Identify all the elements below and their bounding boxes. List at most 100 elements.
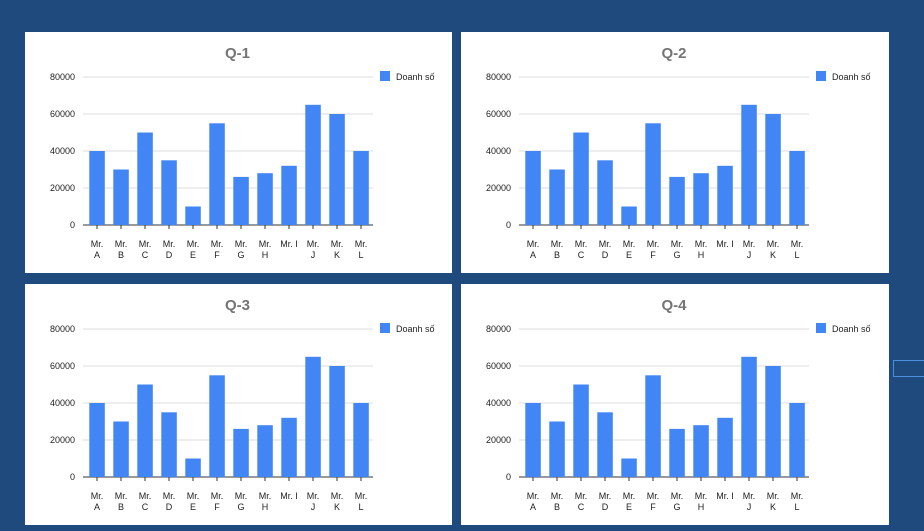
bar-mrg[interactable]: [233, 176, 249, 225]
legend[interactable]: Doanh số: [380, 323, 435, 334]
x-tick-label: Mr. J: [743, 239, 756, 260]
y-tick-label: 20000: [50, 183, 75, 193]
bar-mrj[interactable]: [305, 356, 321, 478]
bar-mre[interactable]: [185, 206, 201, 226]
y-tick-label: 60000: [486, 361, 511, 371]
y-tick-label: 40000: [50, 398, 75, 408]
bar-mri[interactable]: [717, 417, 733, 477]
x-tick-label: Mr. H: [259, 491, 272, 512]
bar-mra[interactable]: [525, 151, 541, 225]
bar-mra[interactable]: [89, 151, 105, 225]
bar-mra[interactable]: [525, 403, 541, 477]
x-tick-label: Mr. F: [211, 239, 224, 260]
bar-mrj[interactable]: [741, 356, 757, 478]
x-tick-label: Mr. A: [527, 491, 540, 512]
y-tick-label: 20000: [486, 183, 511, 193]
chart-panel-q2[interactable]: Q-2 0 20000 40000 60000 80000 Mr. A Mr. B Mr. C Mr. D…: [461, 32, 889, 273]
x-tick-label: Mr. J: [743, 491, 756, 512]
bar-mrk[interactable]: [765, 114, 781, 225]
bar-mrg[interactable]: [233, 428, 249, 477]
bar-mrl[interactable]: [353, 151, 369, 225]
x-tick-label: Mr. D: [599, 239, 612, 260]
bar-mrl[interactable]: [789, 403, 805, 477]
legend-swatch: [816, 71, 826, 81]
bar-mrj[interactable]: [741, 104, 757, 226]
bar-mrc[interactable]: [573, 132, 589, 226]
x-tick-label: Mr. D: [163, 491, 176, 512]
chart-title: Q-1: [225, 45, 250, 62]
legend[interactable]: Doanh số: [380, 71, 435, 82]
bar-mrj[interactable]: [305, 104, 321, 226]
bar-mrd[interactable]: [597, 160, 613, 226]
bar-mrb[interactable]: [113, 169, 129, 226]
bar-mrh[interactable]: [257, 173, 273, 225]
x-tick-label: Mr. C: [575, 491, 588, 512]
bar-mri[interactable]: [281, 165, 297, 225]
y-tick-label: 20000: [486, 435, 511, 445]
x-tick-label: Mr. K: [767, 239, 780, 260]
bar-mrh[interactable]: [693, 173, 709, 225]
bar-mrh[interactable]: [257, 425, 273, 477]
bar-mre[interactable]: [185, 458, 201, 478]
x-tick-label: Mr. B: [551, 491, 564, 512]
x-tick-label: Mr. D: [599, 491, 612, 512]
bar-mrc[interactable]: [137, 132, 153, 226]
bar-mrd[interactable]: [161, 412, 177, 478]
y-tick-label: 40000: [486, 146, 511, 156]
bar-mre[interactable]: [621, 206, 637, 226]
legend[interactable]: Doanh số: [816, 71, 871, 82]
x-tick-label: Mr. K: [767, 491, 780, 512]
bar-mrf[interactable]: [645, 375, 661, 478]
bar-mri[interactable]: [717, 165, 733, 225]
legend-label: Doanh số: [396, 324, 435, 334]
x-tick-label: Mr. H: [695, 491, 708, 512]
legend-swatch: [816, 323, 826, 333]
bar-mre[interactable]: [621, 458, 637, 478]
x-tick-label: Mr. H: [259, 239, 272, 260]
chart-panel-q3[interactable]: Q-3 0 20000 40000 60000 80000 Mr. A Mr. B Mr. C Mr. D…: [25, 284, 452, 525]
legend[interactable]: Doanh số: [816, 323, 871, 334]
y-tick-label: 60000: [50, 361, 75, 371]
bar-mrl[interactable]: [789, 151, 805, 225]
y-tick-label: 80000: [50, 324, 75, 334]
bar-mrd[interactable]: [161, 160, 177, 226]
x-tick-label: Mr. L: [791, 239, 804, 260]
bar-mrb[interactable]: [113, 421, 129, 478]
legend-swatch: [380, 323, 390, 333]
bar-mrc[interactable]: [137, 384, 153, 478]
x-tick-label: Mr. G: [235, 239, 248, 260]
x-tick-label: Mr. C: [139, 491, 152, 512]
y-tick-label: 60000: [50, 109, 75, 119]
x-tick-label: Mr. I: [280, 491, 298, 501]
bar-mrb[interactable]: [549, 421, 565, 478]
bar-mrg[interactable]: [669, 176, 685, 225]
bar-mrg[interactable]: [669, 428, 685, 477]
x-tick-label: Mr. G: [671, 491, 684, 512]
bar-mrf[interactable]: [209, 123, 225, 226]
bar-mrk[interactable]: [329, 366, 345, 477]
bar-mri[interactable]: [281, 417, 297, 477]
bar-mrk[interactable]: [329, 114, 345, 225]
bar-mrc[interactable]: [573, 384, 589, 478]
chart-title: Q-2: [661, 45, 686, 62]
chart-panel-q1[interactable]: Q-1 0 20000 40000 60000 80000 Mr. A Mr. B Mr. C Mr. D…: [25, 32, 452, 273]
bar-mra[interactable]: [89, 403, 105, 477]
bar-mrf[interactable]: [645, 123, 661, 226]
bar-mrf[interactable]: [209, 375, 225, 478]
x-tick-label: Mr. L: [791, 491, 804, 512]
bar-mrd[interactable]: [597, 412, 613, 478]
bar-mrb[interactable]: [549, 169, 565, 226]
x-tick-label: Mr. C: [139, 239, 152, 260]
x-tick-label: Mr. A: [527, 239, 540, 260]
bar-mrl[interactable]: [353, 403, 369, 477]
selection-handle[interactable]: [893, 360, 924, 377]
x-tick-label: Mr. I: [280, 239, 298, 249]
y-tick-label: 80000: [50, 72, 75, 82]
bar-mrh[interactable]: [693, 425, 709, 477]
legend-label: Doanh số: [832, 72, 871, 82]
bar-mrk[interactable]: [765, 366, 781, 477]
x-tick-label: Mr. H: [695, 239, 708, 260]
chart-panel-q4[interactable]: Q-4 0 20000 40000 60000 80000 Mr. A Mr. B Mr. C Mr. D…: [461, 284, 889, 525]
legend-swatch: [380, 71, 390, 81]
y-tick-label: 0: [506, 472, 511, 482]
